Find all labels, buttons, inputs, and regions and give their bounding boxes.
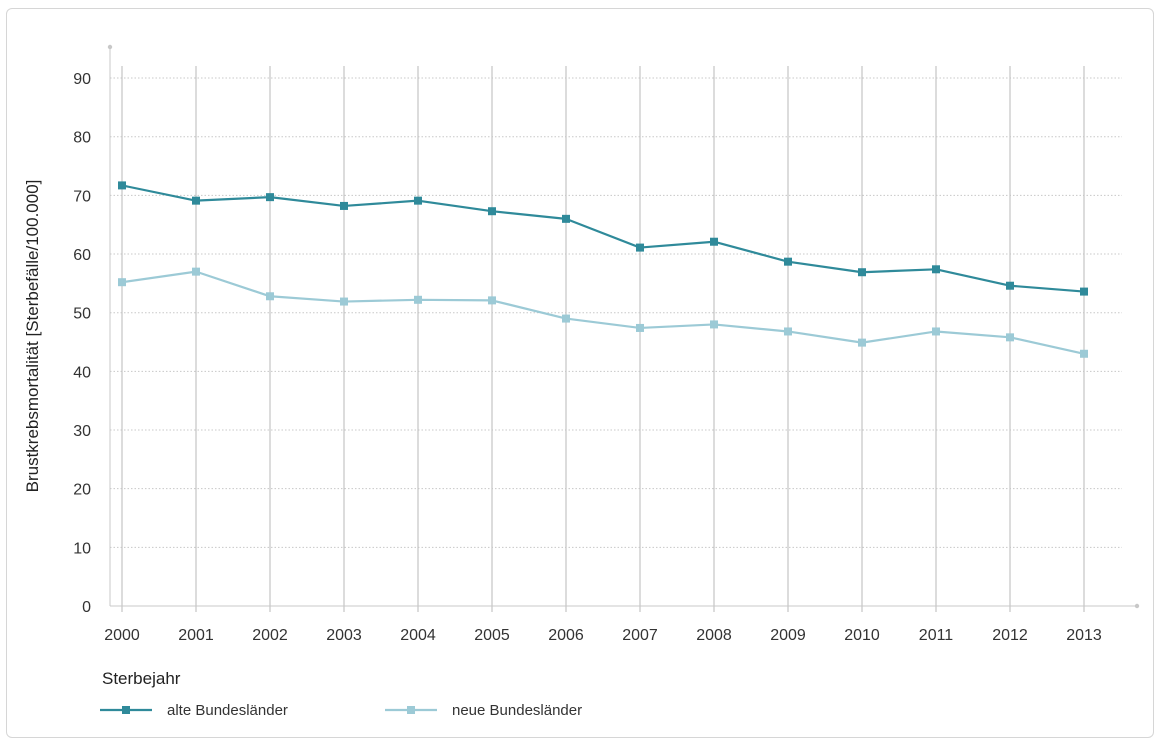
data-point-marker bbox=[266, 292, 274, 301]
y-tick-label: 60 bbox=[73, 247, 91, 264]
data-point-marker bbox=[340, 297, 348, 306]
y-tick-label: 40 bbox=[73, 364, 91, 381]
x-tick-label: 2000 bbox=[104, 627, 140, 644]
data-point-marker bbox=[784, 327, 792, 336]
data-point-marker bbox=[636, 323, 644, 332]
y-axis-ticks: 0 10 20 30 40 50 60 70 80 90 bbox=[73, 71, 91, 616]
y-tick-label: 30 bbox=[73, 423, 91, 440]
data-point-marker bbox=[192, 267, 200, 276]
data-point-marker bbox=[710, 320, 718, 329]
x-tick-label: 2007 bbox=[622, 627, 658, 644]
data-point-marker bbox=[858, 338, 866, 347]
x-axis-ticks: 2000 2001 2002 2003 2004 2005 2006 2007 2008 2009… bbox=[104, 627, 1102, 644]
x-tick-label: 2012 bbox=[992, 627, 1028, 644]
y-tick-label: 80 bbox=[73, 130, 91, 147]
x-tick-label: 2009 bbox=[770, 627, 806, 644]
x-tick-label: 2001 bbox=[178, 627, 214, 644]
y-axis-title: Brustkrebsmortalität [Sterbefälle/100.00… bbox=[23, 180, 42, 493]
x-tick-label: 2010 bbox=[844, 627, 880, 644]
data-point-marker bbox=[1006, 281, 1014, 290]
x-axis-end-dot bbox=[1134, 603, 1140, 609]
y-tick-label: 90 bbox=[73, 71, 91, 88]
y-axis-end-dot bbox=[107, 44, 113, 50]
data-point-marker bbox=[414, 295, 422, 304]
x-tick-label: 2006 bbox=[548, 627, 584, 644]
y-tick-label: 0 bbox=[82, 599, 91, 616]
data-point-marker bbox=[784, 257, 792, 266]
series-1 bbox=[118, 181, 1088, 296]
y-tick-label: 20 bbox=[73, 482, 91, 499]
data-point-marker bbox=[636, 243, 644, 252]
legend-marker-swatch bbox=[122, 706, 130, 714]
x-tick-label: 2002 bbox=[252, 627, 288, 644]
data-point-marker bbox=[266, 193, 274, 202]
legend-label: neue Bundesländer bbox=[452, 702, 582, 719]
legend-label: alte Bundesländer bbox=[167, 702, 288, 719]
y-tick-label: 10 bbox=[73, 540, 91, 557]
x-tick-label: 2003 bbox=[326, 627, 362, 644]
legend: alte Bundesländer neue Bundesländer bbox=[100, 702, 582, 719]
legend-item: neue Bundesländer bbox=[385, 702, 582, 719]
series-2 bbox=[118, 267, 1088, 358]
data-point-marker bbox=[488, 207, 496, 216]
data-point-marker bbox=[932, 265, 940, 274]
vertical-gridlines bbox=[121, 66, 1085, 612]
y-tick-label: 70 bbox=[73, 188, 91, 205]
chart-frame bbox=[6, 8, 1154, 738]
x-tick-label: 2004 bbox=[400, 627, 436, 644]
horizontal-gridlines bbox=[110, 77, 1122, 548]
data-point-marker bbox=[858, 268, 866, 277]
data-point-marker bbox=[488, 296, 496, 305]
axes bbox=[107, 44, 1140, 609]
legend-item: alte Bundesländer bbox=[100, 702, 288, 719]
series-layer bbox=[118, 181, 1088, 358]
y-tick-label: 50 bbox=[73, 306, 91, 323]
x-tick-label: 2013 bbox=[1066, 627, 1102, 644]
x-tick-label: 2005 bbox=[474, 627, 510, 644]
data-point-marker bbox=[414, 196, 422, 205]
data-point-marker bbox=[118, 278, 126, 287]
data-point-marker bbox=[932, 327, 940, 336]
data-point-marker bbox=[118, 181, 126, 190]
data-point-marker bbox=[562, 314, 570, 323]
data-point-marker bbox=[192, 196, 200, 205]
series-line bbox=[121, 270, 1085, 355]
data-point-marker bbox=[340, 201, 348, 210]
data-point-marker bbox=[1080, 349, 1088, 358]
data-point-marker bbox=[710, 237, 718, 246]
x-axis-title: Sterbejahr bbox=[102, 669, 181, 688]
series-line bbox=[121, 184, 1085, 293]
data-point-marker bbox=[562, 214, 570, 223]
data-point-marker bbox=[1006, 333, 1014, 342]
x-tick-label: 2011 bbox=[919, 627, 954, 644]
x-tick-label: 2008 bbox=[696, 627, 732, 644]
legend-marker-swatch bbox=[407, 706, 415, 714]
data-point-marker bbox=[1080, 287, 1088, 296]
